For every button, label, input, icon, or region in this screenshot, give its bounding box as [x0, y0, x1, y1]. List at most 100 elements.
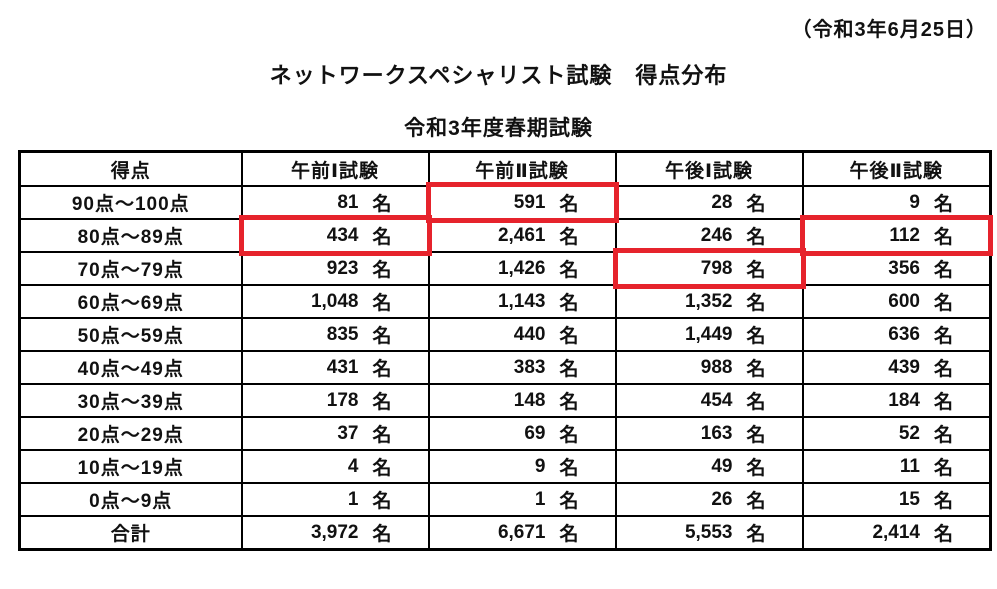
score-range-cell: 50点～59点 [18, 317, 243, 352]
table-row: 30点～39点 178 名 148 名 454 名 184 名 [18, 383, 992, 418]
unit-label: 名 [559, 293, 579, 314]
document-subtitle: 令和3年度春期試験 [404, 117, 593, 140]
count-value: 81 [337, 191, 359, 213]
count-cell: 3,972 名 [240, 515, 430, 551]
table-body: 90点～100点 81 名 591 名 28 名 9 名 80点～89点 434 名 2,461 名 246… [18, 183, 994, 551]
count-value: 112 [889, 224, 920, 246]
count-value: 1,426 [497, 257, 546, 279]
count-value: 15 [898, 488, 920, 510]
table-row: 70点～79点 923 名 1,426 名 798 名 356 名 [18, 249, 992, 290]
count-value: 28 [711, 191, 733, 213]
column-header-3: 午後Ⅰ試験 [614, 150, 804, 187]
unit-label: 名 [559, 227, 579, 248]
unit-label: 名 [559, 326, 579, 347]
unit-label: 名 [746, 425, 766, 446]
score-range-cell: 20点～29点 [18, 416, 243, 451]
unit-label: 名 [746, 194, 766, 215]
count-cell: 923 名 [240, 251, 430, 286]
count-cell-highlighted: 434 名 [239, 216, 433, 257]
unit-label: 名 [746, 359, 766, 380]
score-range-cell: 90点～100点 [18, 185, 243, 220]
unit-label: 名 [933, 458, 953, 479]
count-cell: 178 名 [240, 383, 430, 418]
count-value: 184 [888, 389, 920, 411]
count-value: 988 [700, 356, 733, 378]
document-date: （令和3年6月25日） [791, 19, 987, 41]
count-cell: 356 名 [801, 251, 992, 286]
table-row: 80点～89点 434 名 2,461 名 246 名 112 名 [18, 216, 994, 257]
count-cell: 52 名 [801, 416, 992, 451]
count-value: 1,143 [497, 290, 546, 312]
unit-label: 名 [559, 392, 579, 413]
count-value: 26 [711, 488, 733, 510]
count-value: 49 [711, 455, 733, 477]
count-value: 1 [534, 488, 546, 510]
unit-label: 名 [933, 293, 953, 314]
unit-label: 名 [372, 458, 392, 479]
count-value: 5,553 [684, 521, 733, 543]
count-value: 2,461 [497, 224, 546, 246]
count-cell: 1,143 名 [427, 284, 617, 319]
count-cell: 163 名 [614, 416, 804, 451]
unit-label: 名 [746, 227, 766, 248]
count-value: 148 [513, 389, 546, 411]
count-cell: 1,352 名 [614, 284, 804, 319]
count-cell: 2,414 名 [801, 515, 992, 551]
unit-label: 名 [372, 194, 392, 215]
count-cell: 636 名 [801, 317, 992, 352]
table-header-row: 得点 午前Ⅰ試験 午前Ⅱ試験 午後Ⅰ試験 午後Ⅱ試験 [18, 150, 992, 187]
count-cell: 1,449 名 [614, 317, 804, 352]
unit-label: 名 [933, 326, 953, 347]
unit-label: 名 [933, 359, 953, 380]
count-value: 3,972 [310, 521, 359, 543]
count-cell: 988 名 [614, 350, 804, 385]
unit-label: 名 [559, 458, 579, 479]
unit-label: 名 [746, 491, 766, 512]
score-distribution-table: 得点 午前Ⅰ試験 午前Ⅱ試験 午後Ⅰ試験 午後Ⅱ試験 90点～100点 81 名 591 名 28… [18, 150, 994, 551]
unit-label: 名 [746, 524, 766, 545]
count-value: 2,414 [872, 521, 920, 543]
count-value: 11 [899, 455, 920, 477]
column-header-0: 得点 [18, 150, 243, 187]
count-value: 69 [524, 422, 546, 444]
table-row: 60点～69点 1,048 名 1,143 名 1,352 名 600 名 [18, 284, 992, 319]
unit-label: 名 [933, 524, 953, 545]
table-row-total: 合計 3,972 名 6,671 名 5,553 名 2,414 名 [18, 515, 992, 551]
count-value: 434 [326, 224, 359, 246]
count-cell: 28 名 [614, 185, 804, 220]
unit-label: 名 [933, 194, 953, 215]
unit-label: 名 [933, 491, 953, 512]
score-range-cell: 80点～89点 [18, 218, 243, 253]
unit-label: 名 [372, 260, 392, 281]
score-range-cell: 30点～39点 [18, 383, 243, 418]
unit-label: 名 [559, 194, 579, 215]
score-range-cell: 40点～49点 [18, 350, 243, 385]
count-value: 1,352 [684, 290, 733, 312]
count-cell: 6,671 名 [427, 515, 617, 551]
count-value: 454 [700, 389, 733, 411]
count-cell-highlighted: 112 名 [800, 216, 994, 257]
column-header-1: 午前Ⅰ試験 [240, 150, 430, 187]
count-cell: 148 名 [427, 383, 617, 418]
unit-label: 名 [372, 227, 392, 248]
count-cell: 835 名 [240, 317, 430, 352]
count-cell: 184 名 [801, 383, 992, 418]
count-cell: 1,048 名 [240, 284, 430, 319]
score-range-cell: 合計 [18, 515, 243, 551]
table-row: 0点～9点 1 名 1 名 26 名 15 名 [18, 482, 992, 517]
unit-label: 名 [746, 260, 766, 281]
count-cell: 454 名 [614, 383, 804, 418]
count-value: 9 [909, 191, 920, 213]
count-value: 835 [326, 323, 359, 345]
unit-label: 名 [372, 293, 392, 314]
unit-label: 名 [933, 227, 953, 248]
unit-label: 名 [372, 392, 392, 413]
count-cell: 11 名 [801, 449, 992, 484]
count-value: 37 [337, 422, 359, 444]
score-range-cell: 0点～9点 [18, 482, 243, 517]
count-cell: 431 名 [240, 350, 430, 385]
